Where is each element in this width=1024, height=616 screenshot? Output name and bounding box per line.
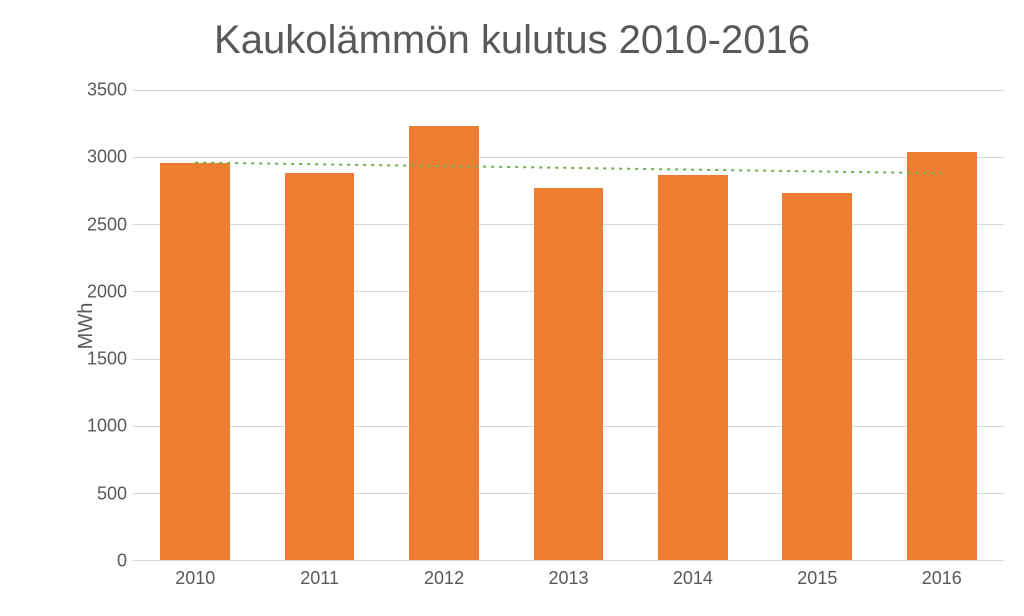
y-tick-label: 2500 xyxy=(87,214,127,235)
y-tick-label: 1000 xyxy=(87,416,127,437)
x-tick-label: 2013 xyxy=(506,568,630,589)
bar-slot: 2016 xyxy=(880,90,1004,560)
y-tick-label: 500 xyxy=(87,483,127,504)
bars-layer: 2010201120122013201420152016 xyxy=(133,90,1004,560)
x-tick-label: 2014 xyxy=(631,568,755,589)
bar xyxy=(534,188,604,560)
chart-container: Kaukolämmön kulutus 2010-2016 MWh 0 500 10… xyxy=(0,0,1024,616)
y-tick-label: 1500 xyxy=(87,349,127,370)
y-tick-label: 3000 xyxy=(87,147,127,168)
x-tick-label: 2015 xyxy=(755,568,879,589)
y-axis-label: MWh xyxy=(75,302,98,349)
bar xyxy=(907,152,977,560)
bar xyxy=(782,193,852,560)
bar-slot: 2010 xyxy=(133,90,257,560)
x-tick-label: 2010 xyxy=(133,568,257,589)
y-tick-label: 0 xyxy=(87,551,127,572)
bar-slot: 2012 xyxy=(382,90,506,560)
bar-slot: 2013 xyxy=(506,90,630,560)
bar-slot: 2014 xyxy=(631,90,755,560)
bar xyxy=(285,173,355,560)
x-tick-label: 2012 xyxy=(382,568,506,589)
bar xyxy=(160,163,230,560)
plot-area: 2010201120122013201420152016 xyxy=(133,90,1004,561)
bar xyxy=(658,175,728,560)
plot-wrap: MWh 0500100015002000250030003500 2010201… xyxy=(55,90,1004,561)
x-tick-label: 2011 xyxy=(257,568,381,589)
bar xyxy=(409,126,479,560)
bar-slot: 2011 xyxy=(257,90,381,560)
x-tick-label: 2016 xyxy=(880,568,1004,589)
bar-slot: 2015 xyxy=(755,90,879,560)
y-tick-label: 3500 xyxy=(87,80,127,101)
chart-title: Kaukolämmön kulutus 2010-2016 xyxy=(0,0,1024,73)
y-tick-label: 2000 xyxy=(87,281,127,302)
